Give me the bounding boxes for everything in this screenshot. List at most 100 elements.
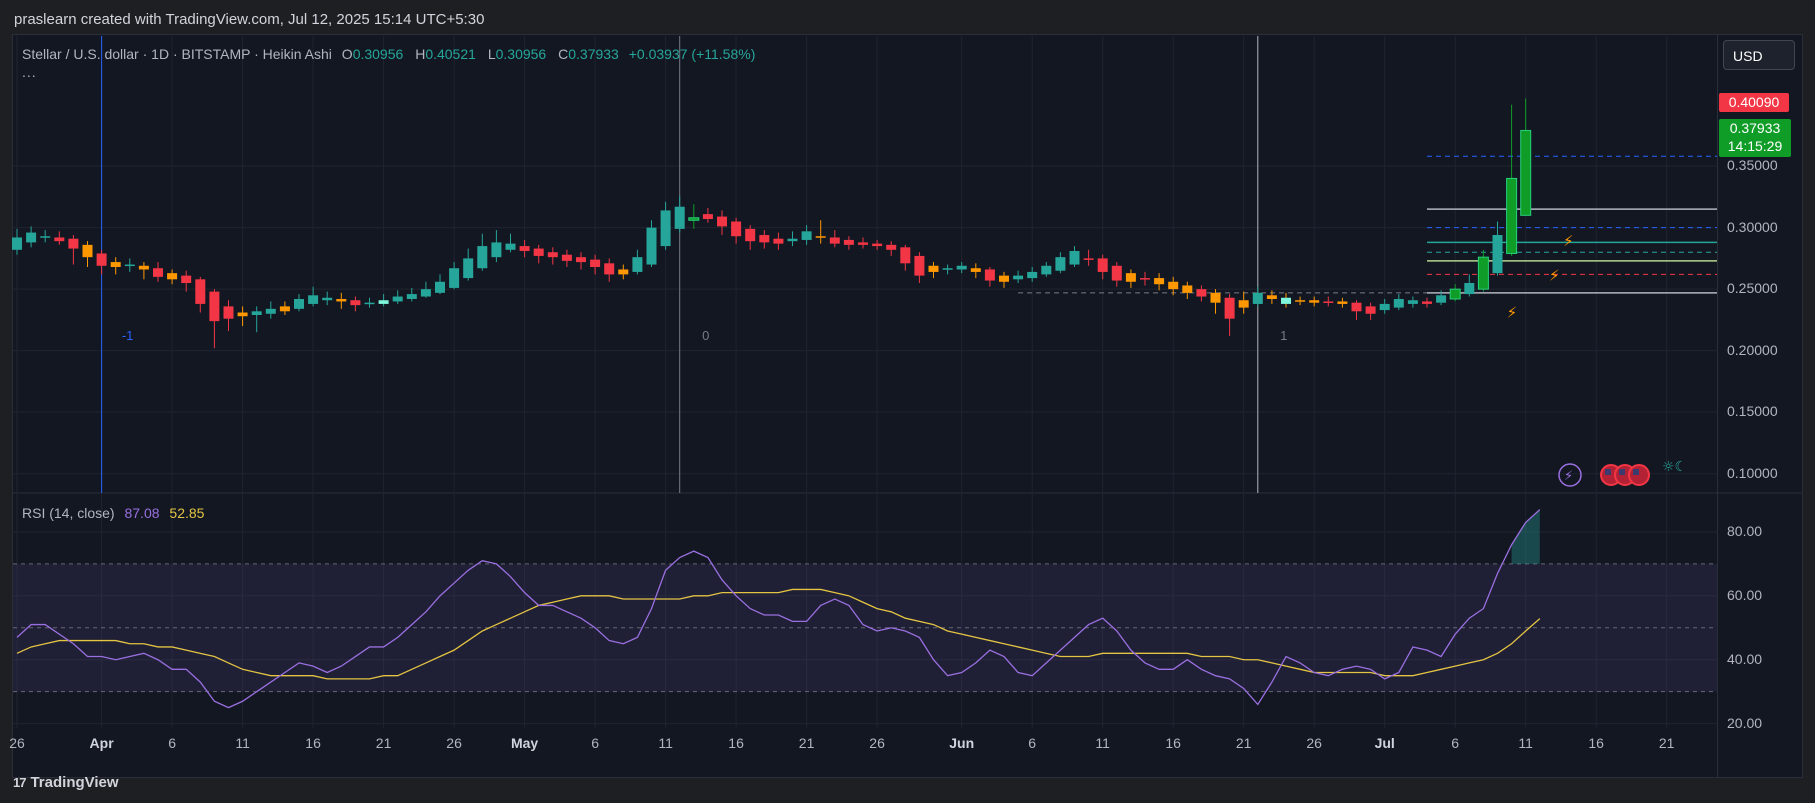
price-tick-label: 0.15000 [1727, 403, 1778, 420]
time-tick-label: 6 [1451, 735, 1460, 751]
candle-body [420, 289, 431, 297]
time-tick-label: 16 [1588, 735, 1604, 751]
close-value: 0.37933 [568, 46, 619, 62]
candle-body [1252, 292, 1263, 304]
legend-more-button[interactable]: ... [22, 64, 37, 80]
candle-body [1083, 258, 1094, 260]
candle-body [773, 238, 784, 244]
candle-body [1464, 283, 1475, 295]
symbol-legend[interactable]: Stellar / U.S. dollar · 1D · BITSTAMP · … [22, 46, 755, 62]
lightning-marker-icon: ⚡ [1507, 303, 1518, 321]
candle-body [745, 228, 756, 242]
currency-button[interactable]: USD [1723, 40, 1795, 70]
us-flag-canton [1633, 469, 1639, 475]
cycle-label: 0 [702, 328, 710, 343]
candle-body [1041, 265, 1052, 275]
rsi-legend[interactable]: RSI (14, close) 87.08 52.85 [22, 505, 204, 521]
candle-body [1393, 298, 1404, 308]
close-label: C [558, 46, 569, 62]
candle-body [378, 300, 389, 304]
candle-body [68, 238, 79, 249]
candle-body [336, 298, 347, 302]
candle-body [1436, 295, 1447, 303]
time-tick-label: 11 [235, 735, 250, 751]
rsi-tick-label: 60.00 [1727, 586, 1763, 603]
symbol-title[interactable]: Stellar / U.S. dollar · 1D · BITSTAMP · … [22, 46, 332, 62]
candle-body [956, 265, 967, 270]
last-price-value: 0.37933 [1729, 120, 1781, 136]
candle-body [279, 306, 290, 312]
candle-body [167, 273, 178, 280]
candle-body [110, 262, 121, 268]
rsi-ma-line [16, 588, 1541, 680]
candle-body [364, 302, 375, 305]
time-tick-label: 6 [168, 735, 176, 751]
candle-body [787, 238, 798, 242]
candle-body [1196, 289, 1207, 297]
candle-body [406, 294, 417, 299]
candle-body [1055, 257, 1066, 271]
candle-body [96, 253, 107, 266]
candle-body [82, 244, 93, 258]
candle-body [491, 242, 502, 258]
candle-body [12, 237, 22, 250]
footer-bar [0, 778, 1815, 803]
time-tick-label: 6 [591, 735, 599, 751]
rsi-title[interactable]: RSI (14, close) [22, 505, 115, 521]
candle-body [1154, 278, 1165, 285]
candle-body [350, 300, 361, 306]
candle-body [1027, 271, 1038, 279]
time-tick-label: 21 [1235, 735, 1252, 751]
time-tick-label: 11 [1518, 735, 1533, 751]
candle-body [40, 236, 51, 238]
rsi-tick-label: 80.00 [1727, 522, 1763, 539]
brand-name: TradingView [30, 774, 119, 791]
tradingview-logo[interactable]: 17 TradingView [13, 774, 119, 791]
low-value: 0.30956 [495, 46, 547, 62]
candle-body [1281, 297, 1291, 304]
candle-body [702, 214, 713, 220]
lightning-marker-icon: ⚡ [1563, 232, 1574, 250]
time-tick-label: 16 [305, 735, 321, 751]
chart-pane[interactable] [12, 34, 1718, 778]
candle-body [886, 244, 897, 250]
candle-body [731, 221, 742, 237]
candle-body [1520, 129, 1532, 216]
candle-body [1337, 301, 1348, 304]
candle-body [1295, 300, 1306, 302]
candle-body [674, 206, 685, 229]
bar-countdown: 14:15:29 [1727, 138, 1783, 154]
event-bolt-glyph: ⚡ [1564, 469, 1573, 484]
candle-body [1379, 303, 1390, 311]
candle-body [1224, 297, 1235, 319]
candle-body [1266, 295, 1277, 299]
high-label: H [415, 46, 426, 62]
dividend-event-icon: ☼☾ [1662, 459, 1687, 475]
high-price-tag: 0.40090 [1719, 93, 1789, 112]
candle-body [815, 236, 826, 238]
time-tick-label: 26 [9, 735, 25, 751]
candle-body [801, 231, 812, 240]
candle-body [209, 291, 220, 322]
candle-body [1365, 306, 1376, 314]
time-tick-label: 6 [1028, 735, 1037, 751]
candle-body [646, 227, 657, 265]
time-tick-label: May [510, 735, 539, 751]
candle-body [1449, 288, 1461, 300]
candle-body [1210, 292, 1221, 303]
candle-body [308, 295, 319, 304]
candle-body [1407, 300, 1418, 304]
candle-body [519, 246, 530, 252]
rsi-ma-value: 52.85 [169, 505, 205, 521]
time-tick-label: 11 [658, 735, 673, 751]
candle-body [138, 265, 149, 270]
price-tick-label: 0.10000 [1727, 464, 1778, 481]
candle-body [294, 298, 304, 309]
time-tick-label: Jun [949, 735, 975, 751]
candle-body [1182, 285, 1193, 293]
candle-body [1323, 301, 1334, 303]
candle-body [251, 311, 262, 315]
price-axis-pane[interactable] [1718, 34, 1803, 778]
price-tick-label: 0.35000 [1727, 157, 1778, 174]
